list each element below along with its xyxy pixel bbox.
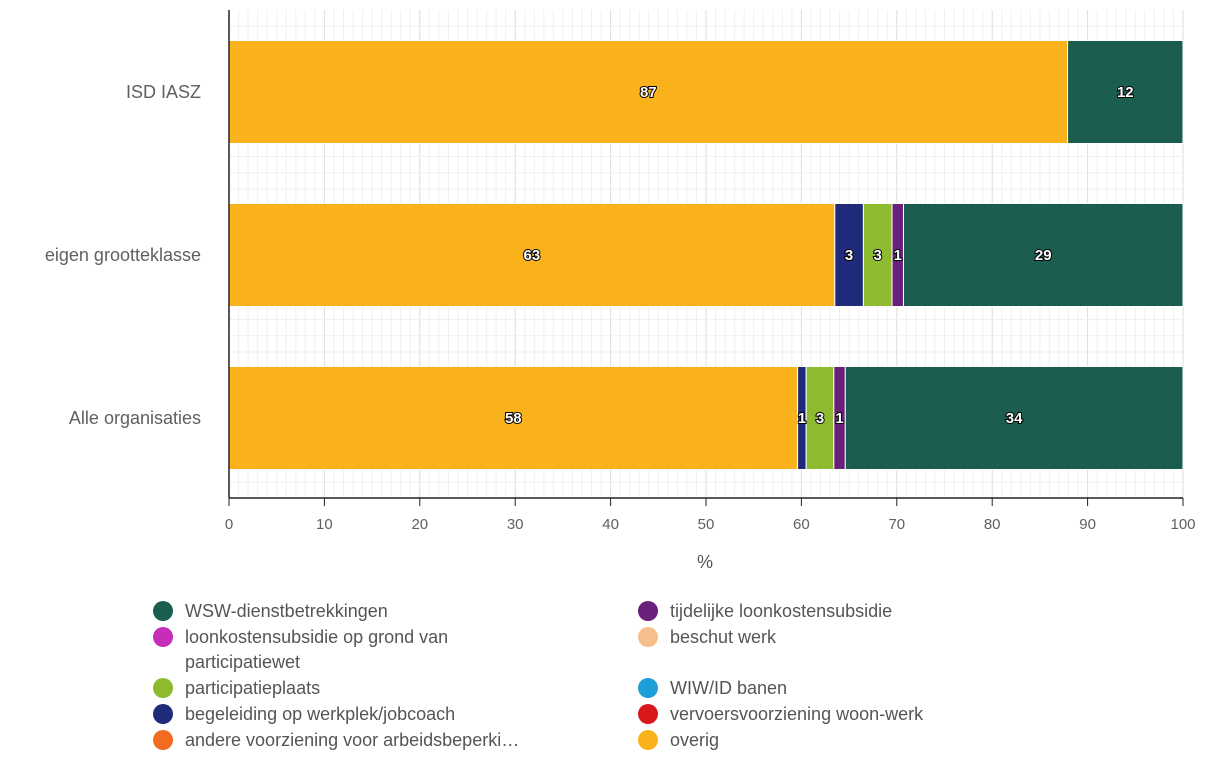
x-tick-label: 0 bbox=[225, 516, 233, 533]
legend-item[interactable]: WIW/ID banen bbox=[638, 678, 787, 698]
legend-marker bbox=[638, 730, 658, 750]
bar-segment bbox=[1067, 40, 1184, 144]
legend-label: participatiewet bbox=[185, 652, 300, 672]
legend-label: vervoersvoorziening woon-werk bbox=[670, 704, 924, 724]
x-tick-label: 90 bbox=[1079, 516, 1096, 533]
legend-item[interactable]: loonkostensubsidie op grond van participa… bbox=[153, 627, 448, 672]
bar-segment bbox=[862, 203, 893, 307]
legend-marker bbox=[638, 601, 658, 621]
data-label: 87 bbox=[640, 84, 657, 101]
data-label: 3 bbox=[816, 410, 824, 427]
category-labels: ISD IASZ eigen grootteklasse Alle organisa… bbox=[45, 82, 201, 428]
legend-label: tijdelijke loonkostensubsidie bbox=[670, 601, 892, 621]
data-label: 34 bbox=[1006, 410, 1023, 427]
x-tick-label: 80 bbox=[984, 516, 1001, 533]
category-label: ISD IASZ bbox=[126, 82, 201, 102]
legend-item[interactable]: beschut werk bbox=[638, 627, 777, 647]
x-tick-label: 40 bbox=[602, 516, 619, 533]
legend-item[interactable]: WSW-dienstbetrekkingen bbox=[153, 601, 388, 621]
legend-marker bbox=[638, 678, 658, 698]
bars bbox=[228, 40, 1184, 470]
x-tick-labels: 0 10 20 30 40 50 60 70 80 90 100 bbox=[225, 516, 1196, 533]
bar-segment bbox=[844, 366, 1184, 470]
legend-label: begeleiding op werkplek/jobcoach bbox=[185, 704, 455, 724]
category-label: Alle organisaties bbox=[69, 408, 201, 428]
x-axis-label: % bbox=[697, 552, 713, 572]
legend-item[interactable]: vervoersvoorziening woon-werk bbox=[638, 704, 924, 724]
bar-segment bbox=[902, 203, 1184, 307]
legend-item[interactable]: tijdelijke loonkostensubsidie bbox=[638, 601, 892, 621]
data-label: 3 bbox=[845, 247, 853, 264]
legend-label: WIW/ID banen bbox=[670, 678, 787, 698]
x-tick-label: 30 bbox=[507, 516, 524, 533]
bar-segment bbox=[228, 40, 1069, 144]
legend-item[interactable]: begeleiding op werkplek/jobcoach bbox=[153, 704, 455, 724]
legend-marker bbox=[153, 730, 173, 750]
legend-label: andere voorziening voor arbeidsbeperki… bbox=[185, 730, 519, 750]
legend-marker bbox=[153, 627, 173, 647]
data-label: 12 bbox=[1117, 84, 1134, 101]
data-label: 1 bbox=[894, 247, 902, 264]
x-tick-label: 20 bbox=[411, 516, 428, 533]
data-label: 58 bbox=[505, 410, 522, 427]
legend-label: WSW-dienstbetrekkingen bbox=[185, 601, 388, 621]
bar-segment bbox=[834, 203, 864, 307]
x-tick-label: 70 bbox=[888, 516, 905, 533]
legend-label: overig bbox=[670, 730, 719, 750]
x-tick-label: 50 bbox=[698, 516, 715, 533]
data-label: 1 bbox=[798, 410, 806, 427]
x-tick-label: 60 bbox=[793, 516, 810, 533]
legend-marker bbox=[153, 678, 173, 698]
x-tick-label: 10 bbox=[316, 516, 333, 533]
legend-label: beschut werk bbox=[670, 627, 777, 647]
legend-marker bbox=[153, 704, 173, 724]
data-label: 63 bbox=[524, 247, 541, 264]
legend-marker bbox=[153, 601, 173, 621]
data-label: 29 bbox=[1035, 247, 1052, 264]
legend-item[interactable]: participatieplaats bbox=[153, 678, 320, 698]
axes bbox=[228, 10, 1184, 506]
bar-segment bbox=[805, 366, 835, 470]
category-label: eigen grootteklasse bbox=[45, 245, 201, 265]
data-label: 1 bbox=[835, 410, 843, 427]
legend-marker bbox=[638, 704, 658, 724]
legend-item[interactable]: andere voorziening voor arbeidsbeperki… bbox=[153, 730, 519, 750]
legend: WSW-dienstbetrekkingen tijdelijke loonkos… bbox=[153, 601, 924, 750]
data-label: 3 bbox=[874, 247, 882, 264]
x-tick-label: 100 bbox=[1170, 516, 1195, 533]
legend-label: loonkostensubsidie op grond van bbox=[185, 627, 448, 647]
bar-segment bbox=[228, 366, 799, 470]
legend-marker bbox=[638, 627, 658, 647]
legend-item[interactable]: overig bbox=[638, 730, 719, 750]
legend-label: participatieplaats bbox=[185, 678, 320, 698]
